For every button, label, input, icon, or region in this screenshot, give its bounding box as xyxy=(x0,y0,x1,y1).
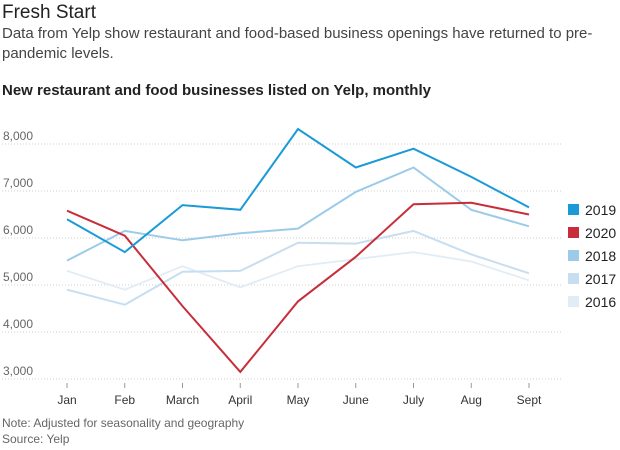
chart-source: Source: Yelp xyxy=(2,432,70,446)
legend-swatch xyxy=(568,296,579,307)
y-tick-label: 7,000 xyxy=(3,176,33,190)
legend-label: 2018 xyxy=(585,247,617,264)
x-tick-label: June xyxy=(343,393,369,407)
x-tick-label: Aug xyxy=(461,393,482,407)
y-tick-label: 6,000 xyxy=(3,223,33,237)
x-tick-label: Feb xyxy=(114,393,135,407)
legend: 2019 2020 2018 2017 2016 xyxy=(568,198,616,313)
x-tick-label: July xyxy=(403,393,424,407)
y-axis-ticks: 3,000 4,000 5,000 6,000 7,000 8,000 xyxy=(3,129,33,378)
legend-item-2018: 2018 xyxy=(568,244,616,267)
gridlines xyxy=(2,143,562,380)
legend-label: 2019 xyxy=(585,201,617,218)
x-tick-label: March xyxy=(166,393,199,407)
chart-title: New restaurant and food businesses liste… xyxy=(2,82,431,99)
legend-item-2019: 2019 xyxy=(568,198,616,221)
y-tick-label: 8,000 xyxy=(3,129,33,143)
legend-swatch xyxy=(568,273,579,284)
legend-label: 2017 xyxy=(585,270,617,287)
y-tick-label: 5,000 xyxy=(3,270,33,284)
legend-item-2016: 2016 xyxy=(568,290,616,313)
legend-label: 2016 xyxy=(585,293,617,310)
series-lines xyxy=(66,127,530,374)
series-line-2020 xyxy=(66,201,530,374)
legend-swatch xyxy=(568,204,579,215)
series-line-2017 xyxy=(66,229,530,306)
y-tick-label: 4,000 xyxy=(3,317,33,331)
x-tick-label: April xyxy=(228,393,252,407)
x-axis-ticks: Jan Feb March April May June July Aug Sept xyxy=(57,383,542,407)
dek: Data from Yelp show restaurant and food-… xyxy=(2,25,593,62)
series-line-2018 xyxy=(66,166,530,262)
chart-note: Note: Adjusted for seasonality and geogr… xyxy=(2,416,245,430)
x-tick-label: Jan xyxy=(57,393,76,407)
x-tick-label: May xyxy=(287,393,310,407)
series-line-2016 xyxy=(66,251,530,291)
headline: Fresh Start xyxy=(2,2,96,23)
series-line-2019 xyxy=(66,127,530,254)
legend-item-2020: 2020 xyxy=(568,221,616,244)
legend-label: 2020 xyxy=(585,224,617,241)
legend-item-2017: 2017 xyxy=(568,267,616,290)
legend-swatch xyxy=(568,227,579,238)
legend-swatch xyxy=(568,250,579,261)
y-tick-label: 3,000 xyxy=(3,364,33,378)
x-tick-label: Sept xyxy=(517,393,542,407)
